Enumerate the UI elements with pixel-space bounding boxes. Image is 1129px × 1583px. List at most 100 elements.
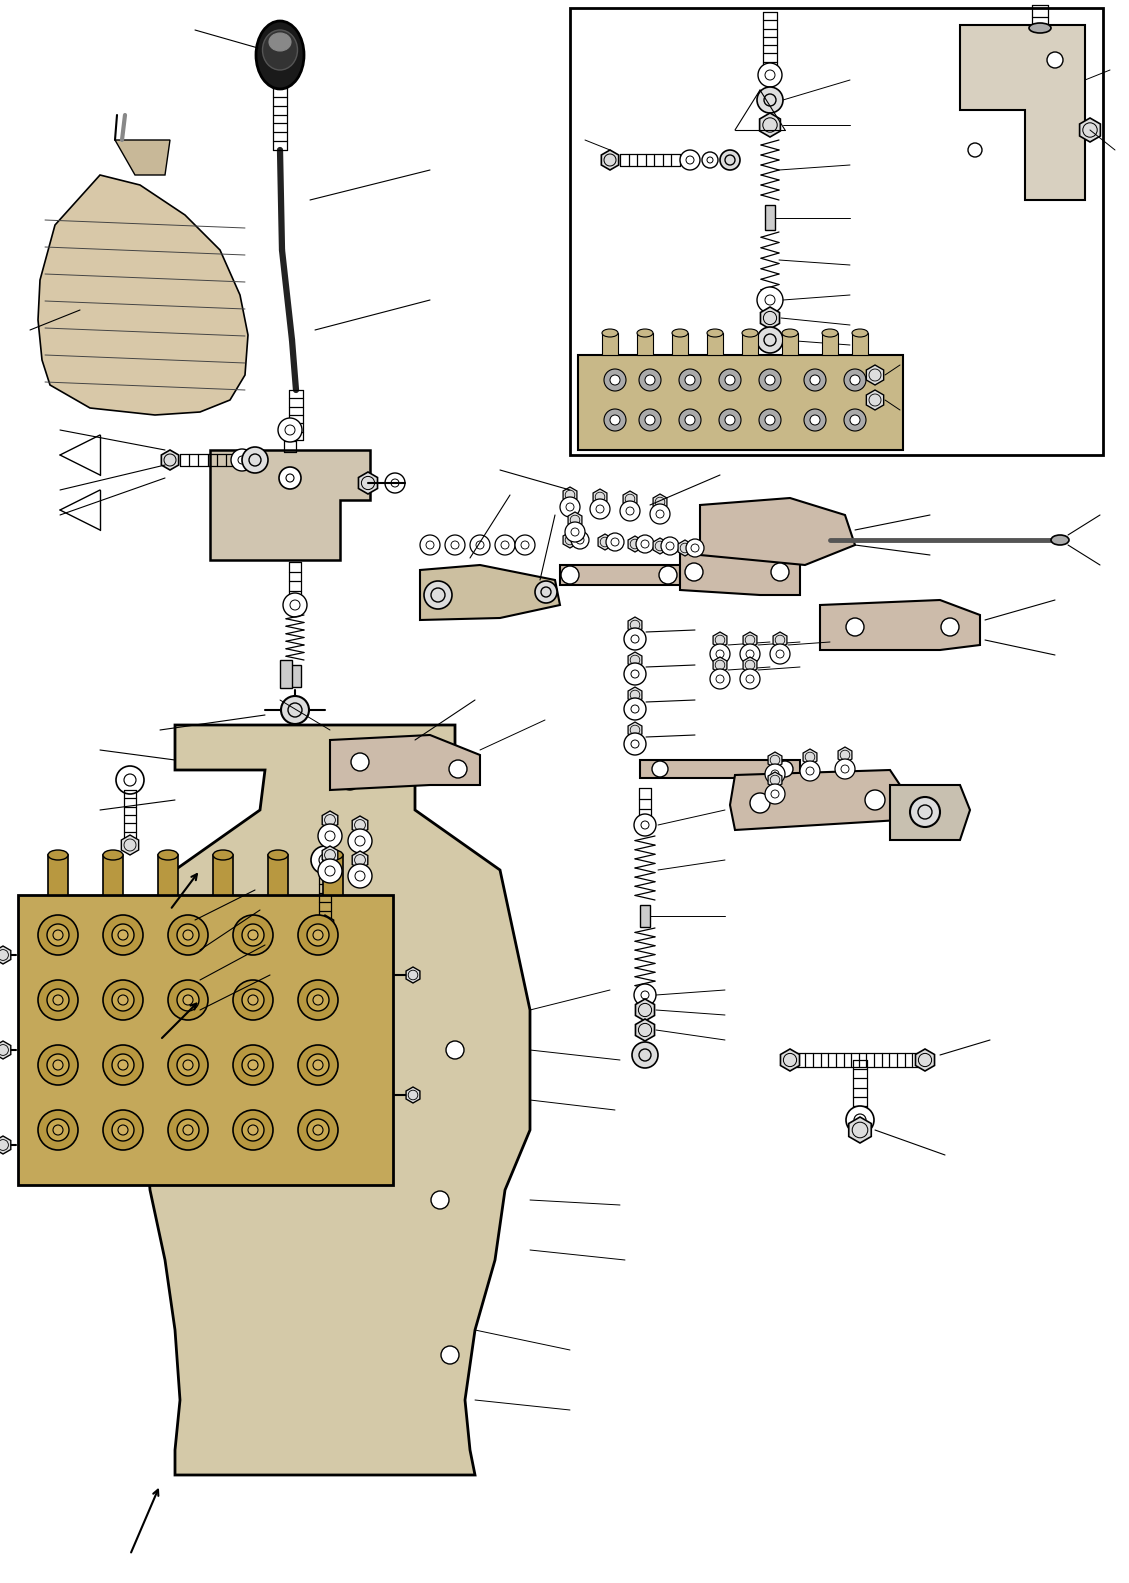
Ellipse shape	[213, 850, 233, 860]
Circle shape	[307, 1054, 329, 1076]
Circle shape	[770, 644, 790, 663]
Polygon shape	[406, 967, 420, 983]
Circle shape	[604, 369, 625, 391]
Circle shape	[685, 375, 695, 385]
Circle shape	[119, 1061, 128, 1070]
Circle shape	[800, 761, 820, 780]
Circle shape	[53, 929, 63, 940]
Circle shape	[307, 989, 329, 1012]
Circle shape	[566, 503, 574, 511]
Bar	[742, 332, 758, 355]
Circle shape	[645, 415, 655, 424]
Polygon shape	[628, 687, 642, 703]
Bar	[578, 355, 903, 450]
Circle shape	[685, 564, 703, 581]
Circle shape	[431, 1190, 449, 1209]
Circle shape	[590, 499, 610, 519]
Polygon shape	[680, 548, 800, 595]
Circle shape	[846, 617, 864, 636]
Bar	[640, 760, 800, 777]
Circle shape	[910, 796, 940, 826]
Circle shape	[806, 768, 814, 776]
Ellipse shape	[782, 329, 798, 337]
Polygon shape	[518, 537, 532, 552]
Circle shape	[351, 754, 369, 771]
Circle shape	[47, 924, 69, 947]
Circle shape	[765, 70, 774, 81]
Circle shape	[307, 924, 329, 947]
Circle shape	[710, 644, 730, 663]
Bar	[103, 855, 123, 894]
Circle shape	[183, 996, 193, 1005]
Circle shape	[53, 996, 63, 1005]
Circle shape	[1047, 52, 1064, 68]
Circle shape	[298, 980, 338, 1019]
Circle shape	[298, 1110, 338, 1149]
Polygon shape	[820, 600, 980, 651]
Circle shape	[233, 915, 273, 955]
Polygon shape	[38, 176, 248, 415]
Polygon shape	[473, 537, 487, 552]
Polygon shape	[121, 834, 139, 855]
Circle shape	[739, 670, 760, 689]
Circle shape	[631, 670, 639, 678]
Circle shape	[183, 1061, 193, 1070]
Polygon shape	[322, 810, 338, 829]
Circle shape	[183, 929, 193, 940]
Circle shape	[348, 864, 371, 888]
Circle shape	[445, 535, 465, 556]
Circle shape	[313, 929, 323, 940]
Polygon shape	[563, 488, 577, 503]
Ellipse shape	[268, 850, 288, 860]
Circle shape	[571, 530, 589, 549]
Circle shape	[777, 761, 793, 777]
Circle shape	[561, 567, 579, 584]
Bar	[323, 855, 343, 894]
Polygon shape	[653, 494, 667, 510]
Polygon shape	[700, 499, 855, 565]
Circle shape	[746, 674, 754, 682]
Circle shape	[765, 375, 774, 385]
Circle shape	[604, 408, 625, 431]
Circle shape	[679, 408, 701, 431]
Bar	[672, 332, 688, 355]
Polygon shape	[730, 769, 900, 829]
Circle shape	[312, 852, 329, 867]
Circle shape	[183, 1126, 193, 1135]
Circle shape	[850, 375, 860, 385]
Circle shape	[119, 929, 128, 940]
Bar	[707, 332, 723, 355]
Bar	[280, 660, 292, 689]
Polygon shape	[563, 532, 577, 548]
Circle shape	[719, 369, 741, 391]
Bar	[852, 332, 868, 355]
Circle shape	[112, 989, 134, 1012]
Circle shape	[318, 825, 342, 848]
Circle shape	[645, 375, 655, 385]
Circle shape	[809, 375, 820, 385]
Circle shape	[355, 871, 365, 882]
Polygon shape	[773, 632, 787, 647]
Ellipse shape	[637, 329, 653, 337]
Polygon shape	[316, 915, 334, 936]
Circle shape	[391, 480, 399, 488]
Circle shape	[765, 784, 785, 804]
Polygon shape	[448, 537, 462, 552]
Circle shape	[103, 915, 143, 955]
Circle shape	[686, 157, 694, 165]
Circle shape	[325, 831, 335, 841]
Ellipse shape	[1051, 535, 1069, 545]
Circle shape	[606, 533, 624, 551]
Circle shape	[750, 793, 770, 814]
Circle shape	[631, 739, 639, 749]
Ellipse shape	[1029, 24, 1051, 33]
Circle shape	[636, 535, 654, 552]
Circle shape	[340, 769, 360, 790]
Polygon shape	[653, 538, 667, 554]
Circle shape	[103, 980, 143, 1019]
Circle shape	[281, 697, 309, 723]
Circle shape	[290, 600, 300, 609]
Circle shape	[685, 415, 695, 424]
Circle shape	[624, 698, 646, 720]
Circle shape	[313, 1061, 323, 1070]
